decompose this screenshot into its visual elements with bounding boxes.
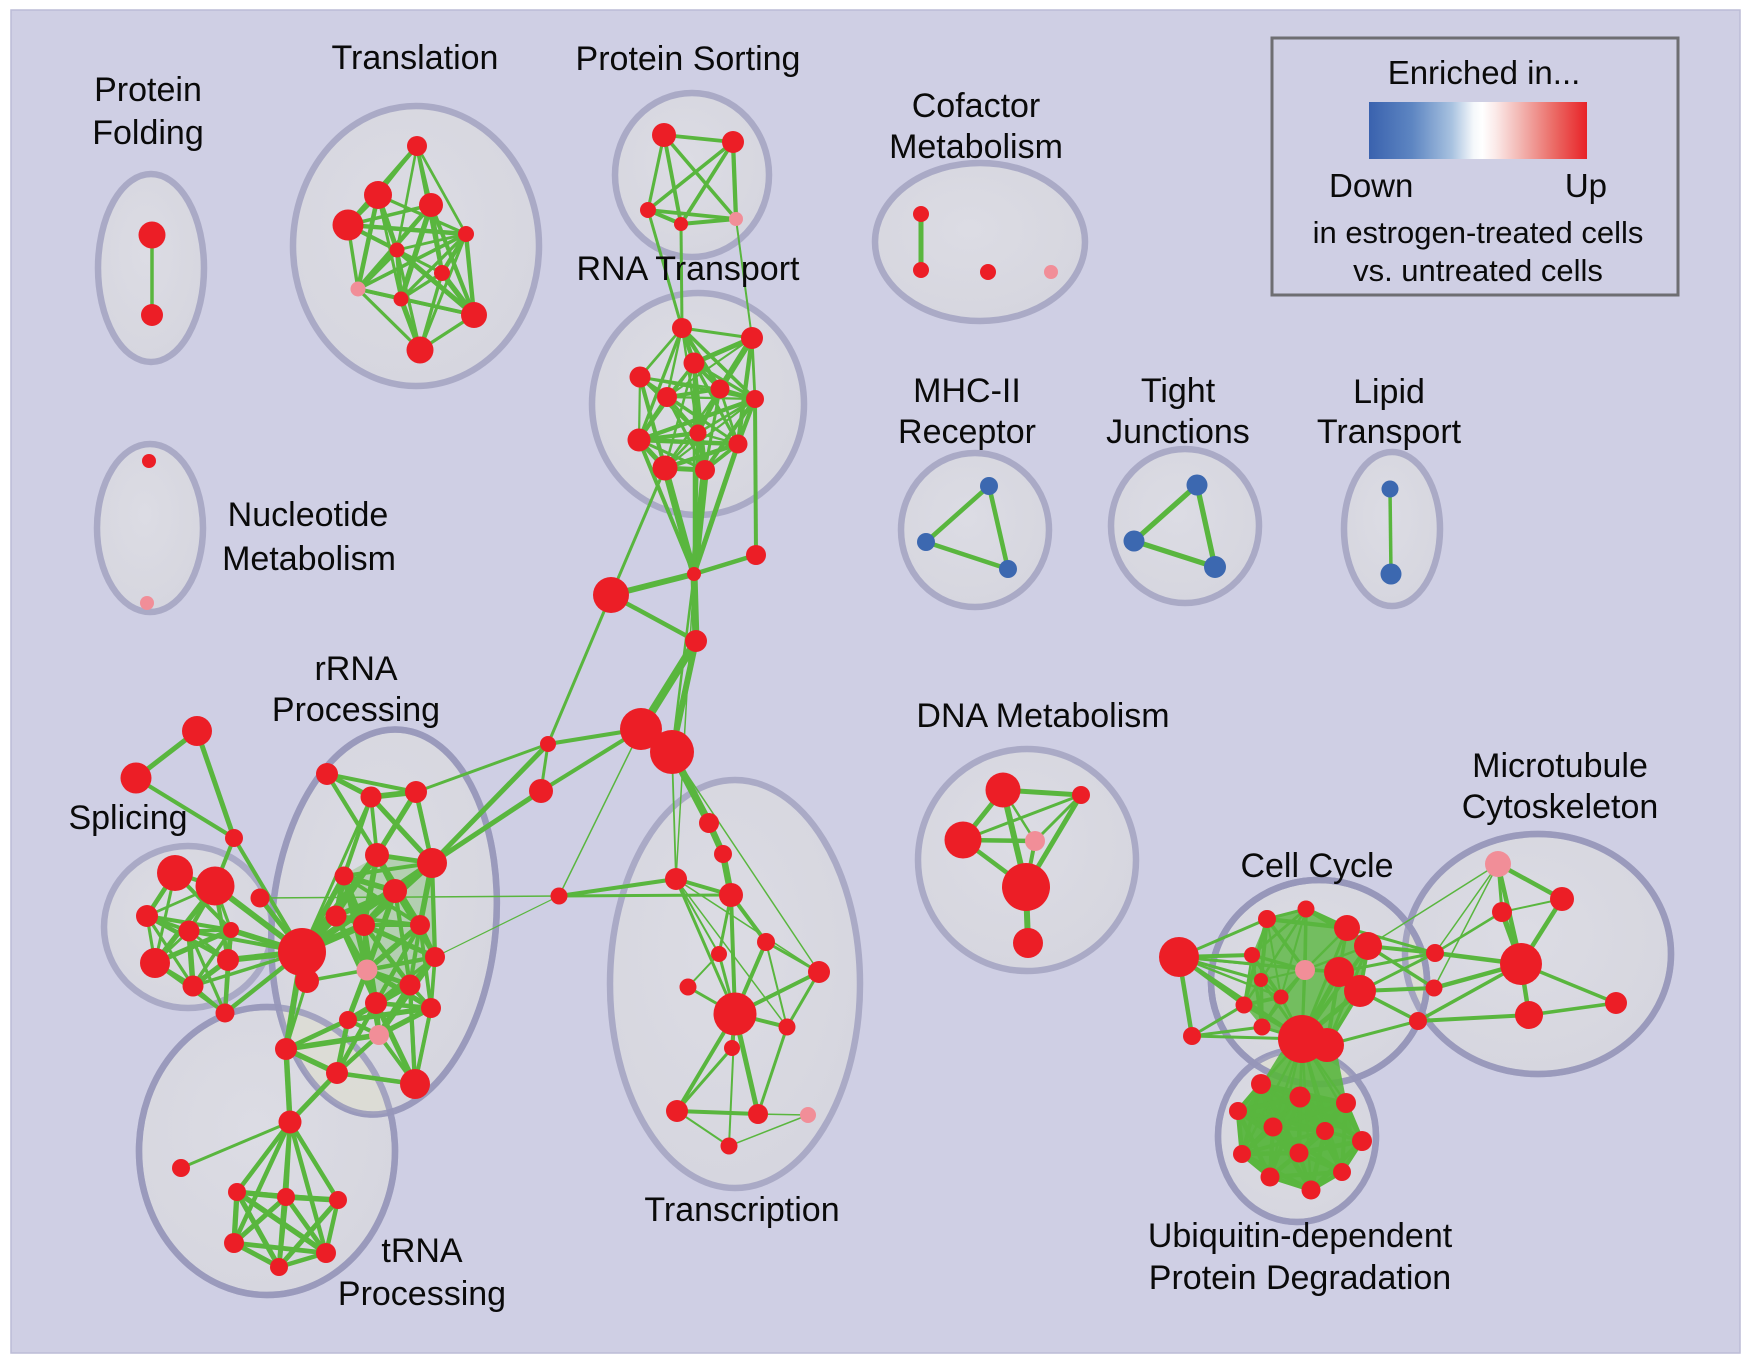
svg-text:Down: Down xyxy=(1329,167,1413,204)
svg-text:Nucleotide: Nucleotide xyxy=(228,496,389,534)
svg-text:in estrogen-treated cells: in estrogen-treated cells xyxy=(1313,215,1644,250)
svg-text:Metabolism: Metabolism xyxy=(222,540,396,578)
svg-text:Microtubule: Microtubule xyxy=(1472,747,1648,785)
svg-text:vs. untreated cells: vs. untreated cells xyxy=(1353,253,1603,288)
svg-text:Junctions: Junctions xyxy=(1106,413,1250,451)
svg-text:tRNA: tRNA xyxy=(381,1232,463,1270)
svg-text:Cell Cycle: Cell Cycle xyxy=(1240,847,1393,885)
svg-text:Protein Sorting: Protein Sorting xyxy=(576,40,801,78)
svg-text:Processing: Processing xyxy=(272,691,440,729)
svg-text:Tight: Tight xyxy=(1141,372,1216,410)
svg-text:Transcription: Transcription xyxy=(644,1191,839,1229)
svg-text:Cytoskeleton: Cytoskeleton xyxy=(1462,788,1659,826)
svg-text:Protein Degradation: Protein Degradation xyxy=(1149,1259,1451,1297)
svg-text:Cofactor: Cofactor xyxy=(912,87,1041,125)
svg-text:Lipid: Lipid xyxy=(1353,373,1425,411)
svg-text:Receptor: Receptor xyxy=(898,413,1036,451)
svg-text:Metabolism: Metabolism xyxy=(889,128,1063,166)
svg-text:Processing: Processing xyxy=(338,1275,506,1313)
svg-text:Splicing: Splicing xyxy=(68,799,187,837)
svg-text:Transport: Transport xyxy=(1317,413,1462,451)
svg-text:DNA Metabolism: DNA Metabolism xyxy=(916,697,1169,735)
svg-text:Translation: Translation xyxy=(332,39,499,77)
svg-text:Ubiquitin-dependent: Ubiquitin-dependent xyxy=(1148,1217,1453,1255)
svg-text:Folding: Folding xyxy=(92,114,204,152)
svg-text:RNA Transport: RNA Transport xyxy=(577,250,801,288)
svg-text:MHC-II: MHC-II xyxy=(913,372,1021,410)
svg-text:Enriched in...: Enriched in... xyxy=(1388,54,1581,91)
svg-text:Protein: Protein xyxy=(94,71,202,109)
svg-text:rRNA: rRNA xyxy=(314,650,397,688)
svg-text:Up: Up xyxy=(1565,167,1607,204)
